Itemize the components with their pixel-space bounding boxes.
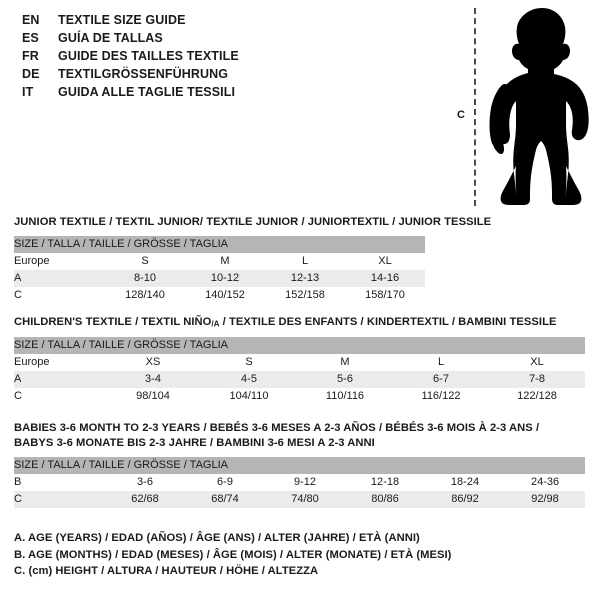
table-cell: S — [245, 356, 253, 369]
height-measure-label: C — [457, 109, 465, 121]
language-title: GUIDE DES TAILLES TEXTILE — [58, 49, 239, 63]
row-label: C — [14, 390, 22, 403]
language-code: EN — [22, 13, 40, 27]
section-title-pre: CHILDREN'S TEXTILE / TEXTIL NIÑO — [14, 316, 212, 328]
row-label: B — [14, 476, 22, 488]
language-code: FR — [22, 49, 39, 63]
table-cell: 24-36 — [530, 476, 560, 488]
language-code: ES — [22, 31, 39, 45]
row-label: C — [14, 493, 22, 505]
table-row: Europe XS S M L XL — [14, 354, 586, 372]
table-cell: 110/116 — [325, 390, 365, 403]
legend-line-a: A. AGE (YEARS) / EDAD (AÑOS) / ÂGE (ANS)… — [14, 532, 420, 544]
language-title-list: EN TEXTILE SIZE GUIDE ES GUÍA DE TALLAS … — [22, 13, 442, 103]
babies-size-table: SIZE / TALLA / TAILLE / GRÖSSE / TAGLIA … — [14, 457, 586, 508]
section-title: CHILDREN'S TEXTILE / TEXTIL NIÑO/A / TEX… — [14, 315, 585, 331]
table-cell: M — [220, 255, 230, 267]
language-code: DE — [22, 67, 40, 81]
row-label: Europe — [14, 255, 50, 267]
row-label: A — [14, 373, 22, 386]
size-bar-label: SIZE / TALLA / TAILLE / GRÖSSE / TAGLIA — [14, 236, 425, 253]
language-title: GUÍA DE TALLAS — [58, 31, 163, 45]
table-header-bar-row: SIZE / TALLA / TAILLE / GRÖSSE / TAGLIA — [14, 236, 425, 253]
table-header-bar-row: SIZE / TALLA / TAILLE / GRÖSSE / TAGLIA — [14, 457, 586, 474]
table-cell: 9-12 — [293, 476, 317, 488]
section-title: JUNIOR TEXTILE / TEXTIL JUNIOR/ TEXTILE … — [14, 216, 492, 228]
table-cell: 74/80 — [291, 493, 319, 505]
table-cell: 10-12 — [210, 272, 240, 284]
row-label: Europe — [14, 356, 50, 369]
height-measure-dashed-line — [474, 8, 476, 206]
table-cell: M — [340, 356, 350, 369]
measurement-legend: A. AGE (YEARS) / EDAD (AÑOS) / ÂGE (ANS)… — [14, 530, 584, 580]
table-row: B 3-6 6-9 9-12 12-18 18-24 24-36 — [14, 474, 586, 491]
row-label: A — [14, 272, 22, 284]
table-cell: 5-6 — [337, 373, 353, 386]
table-cell: 116/122 — [421, 390, 461, 403]
table-cell: 152/158 — [285, 289, 325, 301]
language-row-es: ES GUÍA DE TALLAS — [22, 31, 442, 49]
junior-size-table: SIZE / TALLA / TAILLE / GRÖSSE / TAGLIA … — [14, 236, 425, 304]
table-cell: 104/110 — [229, 390, 269, 403]
section-title-line1: BABIES 3-6 MONTH TO 2-3 YEARS / BEBÉS 3-… — [14, 422, 540, 434]
language-title: GUIDA ALLE TAGLIE TESSILI — [58, 85, 236, 99]
section-babies-textile: BABIES 3-6 MONTH TO 2-3 YEARS / BEBÉS 3-… — [14, 421, 586, 508]
table-cell: XS — [145, 356, 161, 369]
language-row-en: EN TEXTILE SIZE GUIDE — [22, 13, 442, 31]
table-row: Europe S M L XL — [14, 253, 425, 270]
table-cell: XL — [378, 255, 392, 267]
section-title-post: / TEXTILE DES ENFANTS / KINDERTEXTIL / B… — [219, 316, 557, 328]
table-cell: 3-6 — [137, 476, 153, 488]
table-cell: 128/140 — [125, 289, 165, 301]
language-row-fr: FR GUIDE DES TAILLES TEXTILE — [22, 49, 442, 67]
table-cell: 6-7 — [433, 373, 449, 386]
table-cell: 6-9 — [217, 476, 233, 488]
table-cell: 62/68 — [131, 493, 159, 505]
table-cell: 12-18 — [370, 476, 400, 488]
table-cell: 86/92 — [451, 493, 479, 505]
table-cell: 158/170 — [365, 289, 405, 301]
legend-line-b: B. AGE (MONTHS) / EDAD (MESES) / ÂGE (MO… — [14, 548, 452, 561]
legend-line-c: C. (cm) HEIGHT / ALTURA / HAUTEUR / HÖHE… — [14, 565, 319, 577]
section-title-subscript: /A — [211, 319, 220, 329]
height-measurement-figure: C — [444, 4, 600, 209]
table-cell: 8-10 — [133, 272, 157, 284]
language-title: TEXTILGRÖSSENFÜHRUNG — [58, 67, 229, 81]
table-cell: 80/86 — [371, 493, 399, 505]
table-cell: 7-8 — [529, 373, 545, 386]
table-cell: 98/104 — [136, 390, 170, 403]
language-code: IT — [22, 85, 34, 99]
table-cell: 140/152 — [205, 289, 245, 301]
table-row: C 128/140 140/152 152/158 158/170 — [14, 287, 425, 304]
table-cell: 12-13 — [290, 272, 320, 284]
table-cell: 3-4 — [145, 373, 161, 386]
table-row: A 8-10 10-12 12-13 14-16 — [14, 270, 425, 287]
size-bar-label: SIZE / TALLA / TAILLE / GRÖSSE / TAGLIA — [14, 457, 586, 474]
row-label: C — [14, 289, 22, 301]
language-row-de: DE TEXTILGRÖSSENFÜHRUNG — [22, 67, 442, 85]
language-row-it: IT GUIDA ALLE TAGLIE TESSILI — [22, 85, 442, 103]
table-cell: XL — [530, 356, 544, 369]
table-cell: 122/128 — [517, 390, 557, 403]
language-title: TEXTILE SIZE GUIDE — [58, 13, 186, 27]
children-size-table: SIZE / TALLA / TAILLE / GRÖSSE / TAGLIA … — [14, 337, 586, 406]
size-bar-label: SIZE / TALLA / TAILLE / GRÖSSE / TAGLIA — [14, 337, 586, 355]
table-header-bar-row: SIZE / TALLA / TAILLE / GRÖSSE / TAGLIA — [14, 337, 586, 355]
table-row: C 98/104 104/110 110/116 116/122 122/128 — [14, 388, 586, 406]
table-cell: 4-5 — [241, 373, 257, 386]
table-cell: 18-24 — [450, 476, 480, 488]
table-cell: 14-16 — [370, 272, 400, 284]
section-junior-textile: JUNIOR TEXTILE / TEXTIL JUNIOR/ TEXTILE … — [14, 215, 491, 304]
table-row: A 3-4 4-5 5-6 6-7 7-8 — [14, 371, 586, 389]
table-cell: L — [437, 356, 445, 369]
table-row: C 62/68 68/74 74/80 80/86 86/92 92/98 — [14, 491, 586, 508]
section-title-line2: BABYS 3-6 MONATE BIS 2-3 JAHRE / BAMBINI… — [14, 437, 375, 449]
toddler-silhouette-icon — [489, 8, 589, 205]
section-childrens-textile: CHILDREN'S TEXTILE / TEXTIL NIÑO/A / TEX… — [14, 315, 586, 406]
table-cell: S — [141, 255, 149, 267]
table-cell: 92/98 — [531, 493, 559, 505]
table-cell: L — [301, 255, 309, 267]
table-cell: 68/74 — [211, 493, 239, 505]
